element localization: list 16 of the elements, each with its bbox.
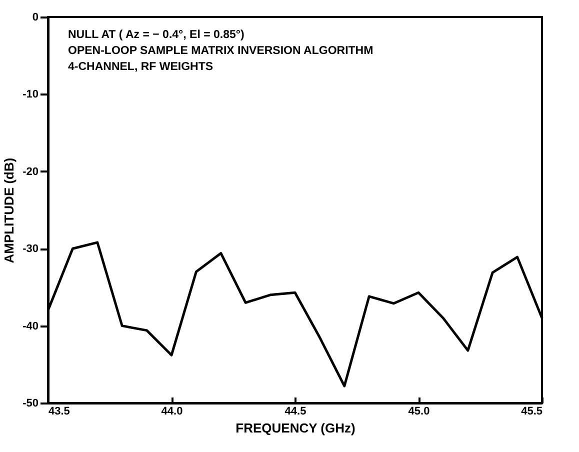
y-tick-label: 0 [32,12,38,24]
x-tick-label: 45.5 [521,406,542,418]
annotation: OPEN-LOOP SAMPLE MATRIX INVERSION ALGORITHM [68,45,374,57]
y-tick-label: -30 [22,243,38,256]
annotation: NULL AT ( Az = − 0.4°, El = 0.85°) [68,29,244,41]
x-tick-label: 44.5 [284,406,306,418]
y-tick-label: -40 [22,320,38,332]
x-tick-label: 45.0 [408,406,430,418]
annotation: 4-CHANNEL, RF WEIGHTS [68,61,214,73]
y-axis-title: AMPLITUDE (dB) [2,158,17,264]
x-tick-label: 43.5 [48,406,70,418]
y-tick-label: -50 [22,398,38,410]
x-axis-title: FREQUENCY (GHz) [236,420,356,436]
y-tick-label: -20 [22,166,38,178]
x-tick-label: 44.0 [161,406,183,418]
y-tick-label: -10 [22,88,38,101]
